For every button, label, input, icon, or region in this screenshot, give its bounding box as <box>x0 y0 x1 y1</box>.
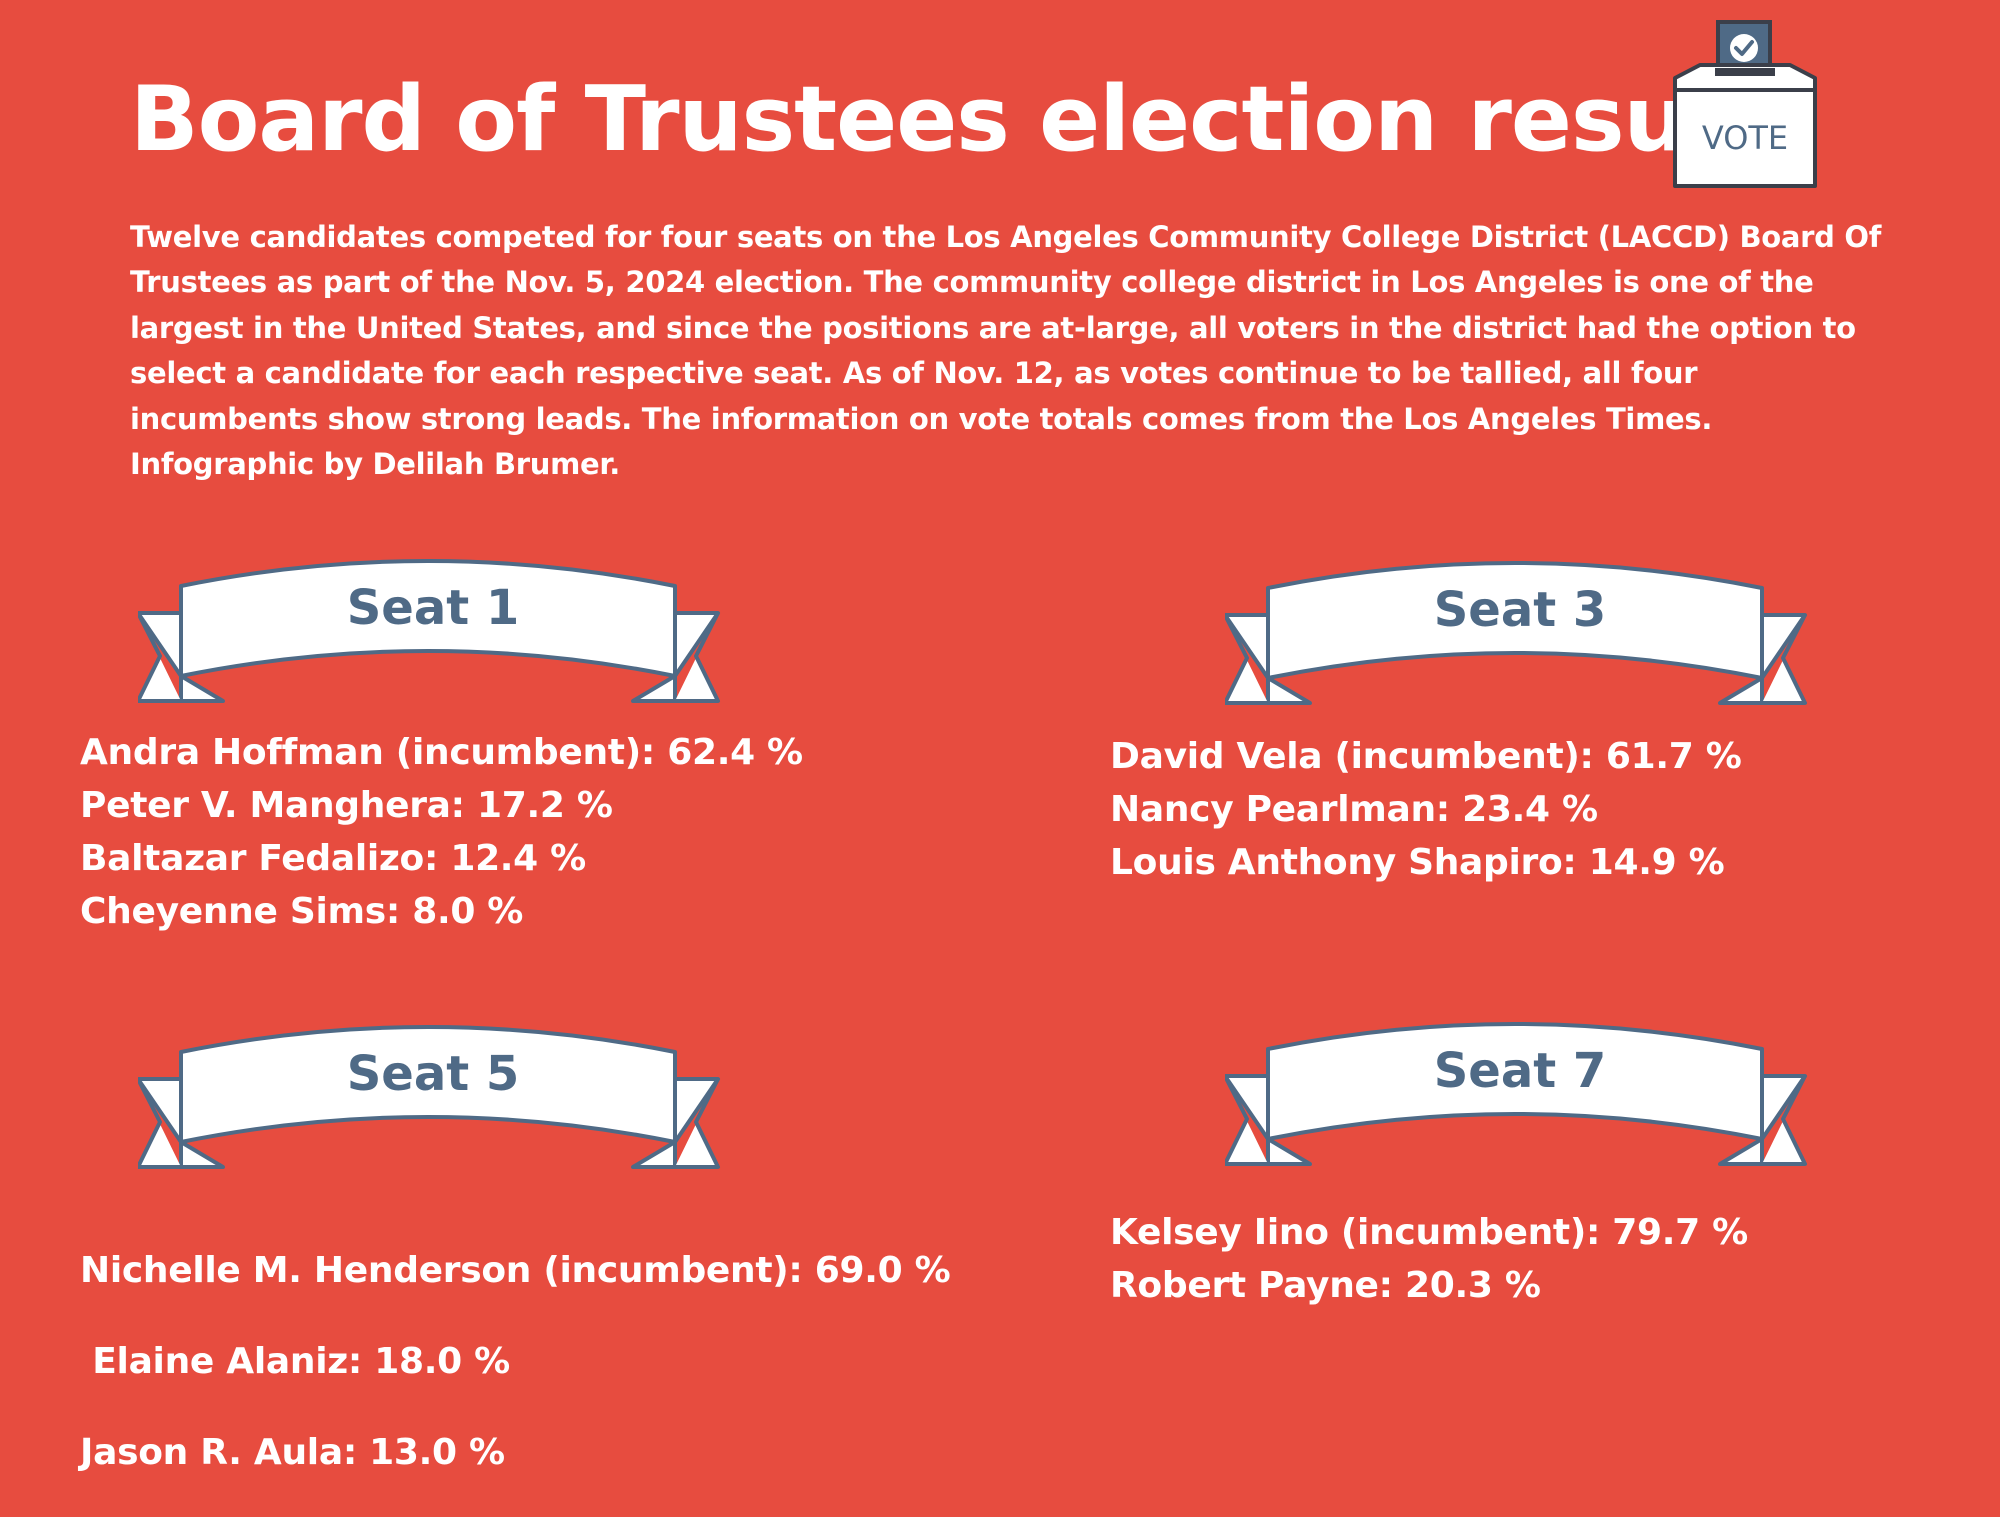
results-list: Nichelle M. Henderson (incumbent): 69.0 … <box>80 1206 951 1517</box>
result-item: Baltazar Fedalizo: 12.4 % <box>80 838 586 879</box>
page-title: Board of Trustees election results <box>130 67 1812 172</box>
seat-7-section: Seat 7 Kelsey Iino (incumbent): 79.7 % R… <box>1110 1019 1815 1306</box>
results-list: David Vela (incumbent): 61.7 % Nancy Pea… <box>1110 730 1742 889</box>
seat-label: Seat 3 <box>1433 582 1607 638</box>
result-item: David Vela (incumbent): 61.7 % <box>1110 736 1742 777</box>
seat-banner: Seat 3 <box>1225 558 1815 708</box>
result-item: Kelsey Iino (incumbent): 79.7 % <box>1110 1212 1748 1253</box>
seat-label: Seat 7 <box>1433 1043 1607 1099</box>
intro-paragraph: Twelve candidates competed for four seat… <box>130 220 1882 482</box>
result-item: Cheyenne Sims: 8.0 % <box>80 891 524 932</box>
seat-1-section: Seat 1 Andra Hoffman (incumbent): 62.4 %… <box>80 556 803 932</box>
result-item: Nichelle M. Henderson (incumbent): 69.0 … <box>80 1250 951 1291</box>
seat-banner: Seat 5 <box>138 1022 728 1172</box>
seat-banner: Seat 7 <box>1225 1019 1815 1169</box>
results-list: Andra Hoffman (incumbent): 62.4 % Peter … <box>80 726 803 938</box>
seat-3-section: Seat 3 David Vela (incumbent): 61.7 % Na… <box>1110 558 1815 883</box>
seat-banner: Seat 1 <box>138 556 728 706</box>
seat-label: Seat 1 <box>346 580 520 636</box>
result-item: Andra Hoffman (incumbent): 62.4 % <box>80 732 803 773</box>
result-item: Elaine Alaniz: 18.0 % <box>80 1341 510 1382</box>
results-list: Kelsey Iino (incumbent): 79.7 % Robert P… <box>1110 1206 1748 1312</box>
result-item: Louis Anthony Shapiro: 14.9 % <box>1110 842 1725 883</box>
vote-label: VOTE <box>1702 119 1788 157</box>
result-item: Jason R. Aula: 13.0 % <box>80 1432 505 1473</box>
seat-5-section: Seat 5 Nichelle M. Henderson (incumbent)… <box>80 1022 951 1473</box>
ballot-box-icon: VOTE <box>1665 18 1825 193</box>
seat-label: Seat 5 <box>346 1046 520 1102</box>
result-item: Peter V. Manghera: 17.2 % <box>80 785 613 826</box>
result-item: Robert Payne: 20.3 % <box>1110 1265 1541 1306</box>
result-item: Nancy Pearlman: 23.4 % <box>1110 789 1598 830</box>
